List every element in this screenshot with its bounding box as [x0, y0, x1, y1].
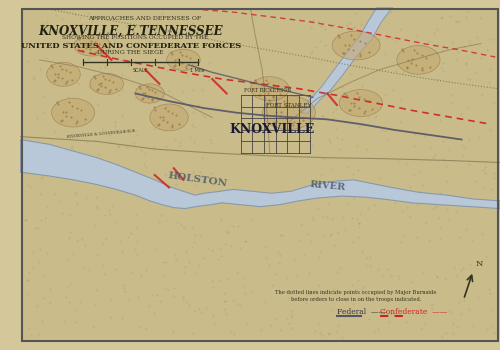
Text: APPROACHES AND DEFENSES OF: APPROACHES AND DEFENSES OF [88, 16, 202, 21]
Text: The dotted lines indicate points occupied by Major Burnside
before orders to clo: The dotted lines indicate points occupie… [276, 290, 437, 302]
Ellipse shape [150, 104, 188, 131]
Polygon shape [300, 7, 392, 114]
Ellipse shape [46, 62, 80, 86]
Text: FORT DICKERSON: FORT DICKERSON [244, 88, 292, 93]
Text: SHOWING THE POSITIONS OCCUPIED BY THE: SHOWING THE POSITIONS OCCUPIED BY THE [62, 35, 208, 40]
Polygon shape [20, 140, 500, 209]
Text: Confederate  ——: Confederate —— [380, 308, 448, 316]
Ellipse shape [136, 84, 164, 103]
Ellipse shape [397, 46, 440, 74]
Ellipse shape [166, 49, 200, 70]
Text: SCALE: SCALE [132, 68, 148, 72]
Text: DURING THE SIEGE: DURING THE SIEGE [98, 50, 164, 55]
Text: KNOXVILLE & LOUISVILLE R.R.: KNOXVILLE & LOUISVILLE R.R. [67, 129, 136, 139]
Text: Federal  ——: Federal —— [337, 308, 386, 316]
Text: FORT STANLEY: FORT STANLEY [266, 104, 312, 108]
Ellipse shape [52, 98, 94, 127]
Text: HOLSTON: HOLSTON [168, 171, 228, 188]
Text: N: N [476, 260, 484, 268]
Text: KNOXVILLE, E.TENNESSEE: KNOXVILLE, E.TENNESSEE [38, 25, 223, 37]
Ellipse shape [340, 90, 382, 117]
Ellipse shape [250, 77, 289, 101]
Text: UNITED STATES AND CONFEDERATE FORCES: UNITED STATES AND CONFEDERATE FORCES [20, 42, 241, 50]
Text: KNOXVILLE: KNOXVILLE [229, 124, 314, 136]
Text: RIVER: RIVER [309, 181, 346, 192]
Ellipse shape [332, 31, 380, 60]
Text: 1 Mile: 1 Mile [190, 68, 205, 72]
Ellipse shape [262, 96, 316, 130]
Ellipse shape [74, 35, 110, 56]
Ellipse shape [90, 73, 124, 94]
